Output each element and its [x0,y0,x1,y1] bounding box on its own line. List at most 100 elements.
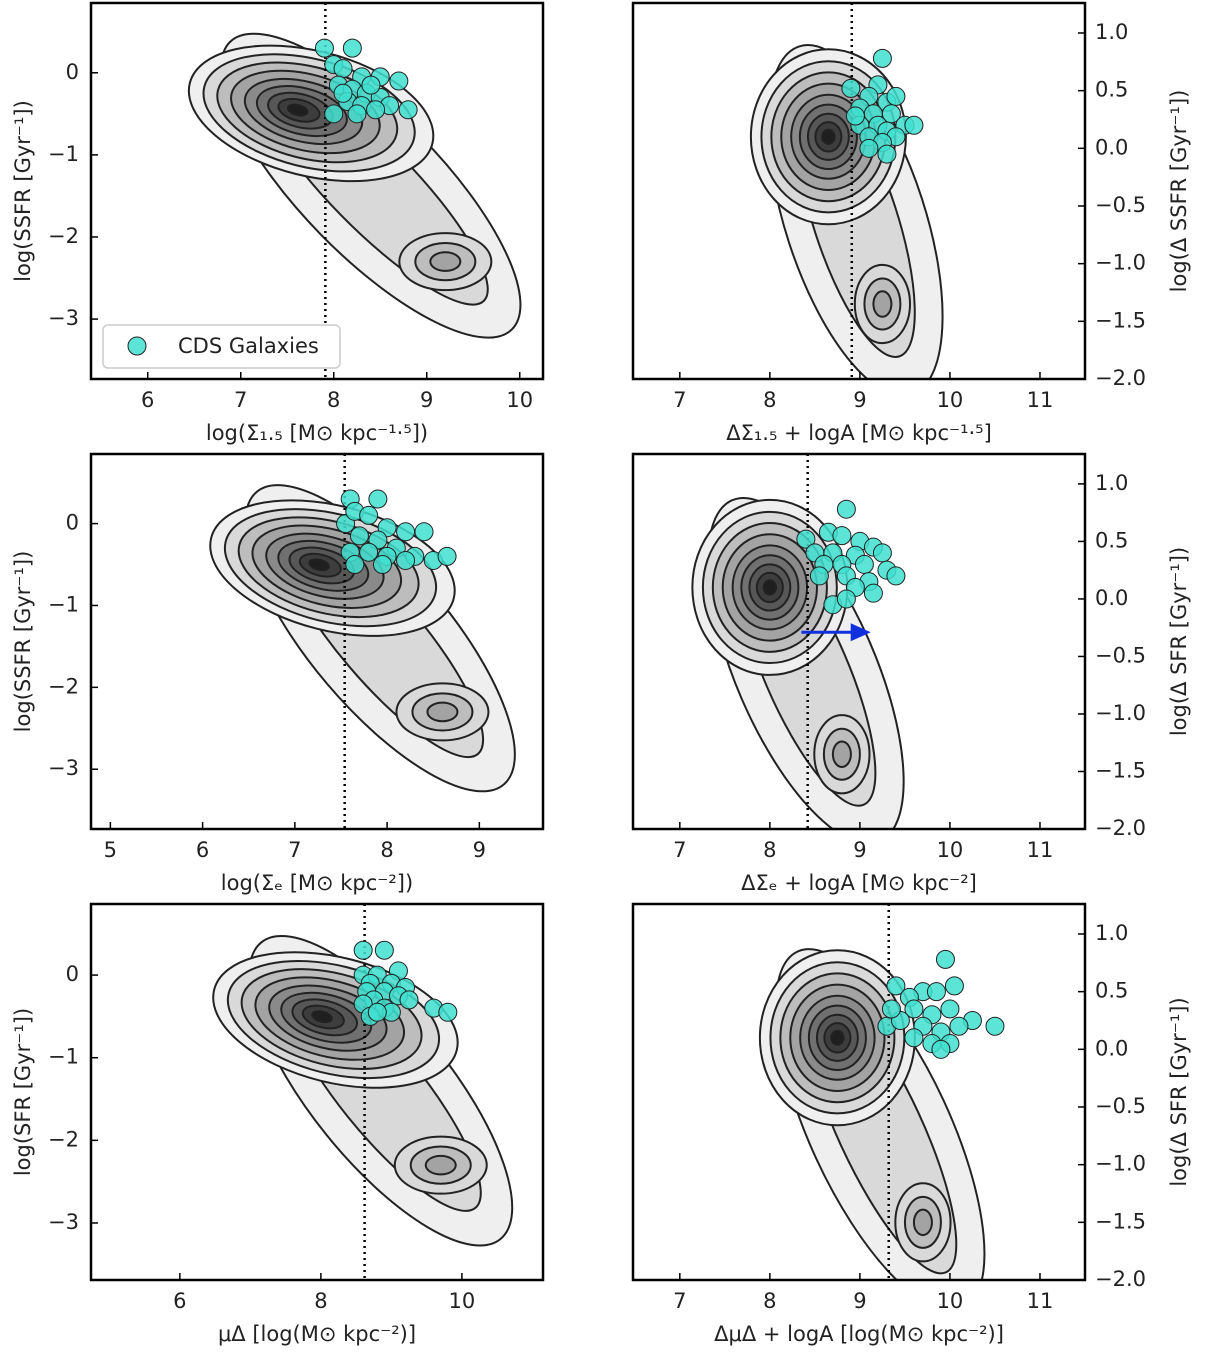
scatter-point [353,940,373,960]
scatter-point [854,554,874,574]
x-tick-label: 8 [314,1289,327,1313]
plot-frame [89,452,545,831]
y-tick-label: 0 [66,962,79,986]
y-tick-label: 0.0 [1095,135,1128,159]
scatter-point [872,543,892,563]
density-contour [424,1154,457,1176]
x-tick-label: 11 [1027,1289,1054,1313]
x-axis-label: log(Σₑ [M⊙ kpc⁻²]) [221,871,413,895]
scatter-point [881,999,901,1019]
scatter-point [399,990,419,1010]
plot-area [758,904,1005,1280]
arrow-head [850,623,871,642]
legend-marker [127,336,147,356]
scatter-point [396,522,416,542]
y-axis-label: log(SSFR [Gyr⁻¹]) [11,551,35,733]
x-axis-label: ΔμΔ + logA [log(M⊙ kpc⁻²)] [714,1322,1004,1346]
scatter-point [372,555,392,575]
x-tick-label: 7 [673,838,686,862]
scatter-point [368,489,388,509]
density-contour [308,558,330,572]
y-tick-label: 0.0 [1095,1036,1128,1060]
scatter-point [361,75,381,95]
y-tick-label: −2.0 [1095,1267,1146,1291]
scatter-point [333,59,353,79]
scatter-point [347,104,367,124]
y-tick-label: 0.5 [1095,528,1128,552]
scatter-point [389,71,409,91]
y-tick-label: −1 [48,142,79,166]
scatter-point [886,566,906,586]
scatter-point [796,529,816,549]
y-tick-label: −1.0 [1095,1152,1146,1176]
plot-frame [631,902,1087,1282]
plot-area [691,454,906,829]
x-tick-label: 9 [420,388,433,412]
density-contour [821,128,836,145]
y-tick-label: −2 [48,674,79,698]
scatter-point [877,144,897,164]
x-tick-label: 7 [234,388,247,412]
x-tick-label: 8 [327,388,340,412]
x-tick-label: 11 [1027,388,1054,412]
x-tick-label: 9 [853,388,866,412]
y-tick-label: −1 [48,592,79,616]
scatter-point [349,526,369,546]
plot-frame [89,1,545,381]
y-tick-label: 0 [66,511,79,535]
y-tick-label: −1.5 [1095,1209,1146,1233]
y-tick-label: 1.0 [1095,921,1128,945]
x-axis-label: μΔ [log(M⊙ kpc⁻²)] [218,1322,416,1346]
scatter-point [845,106,865,126]
legend-label: CDS Galaxies [178,334,319,358]
scatter-point [367,1002,387,1022]
scatter-point [374,940,394,960]
y-tick-label: −2 [48,224,79,248]
scatter-point [944,976,964,996]
x-tick-label: 11 [1027,838,1054,862]
scatter-point [359,542,379,562]
scatter-point [859,138,879,158]
plot-area [187,3,522,379]
legend-box [102,324,341,369]
scatter-point [904,1028,924,1048]
x-tick-label: 7 [673,388,686,412]
y-tick-label: −0.5 [1095,643,1146,667]
scatter-point [396,550,416,570]
scatter-point [438,1002,458,1022]
scatter-point [940,999,960,1019]
scatter-point [398,100,418,120]
density-contour [429,251,462,272]
x-tick-label: 7 [288,838,301,862]
scatter-point [841,78,861,98]
plot-frame [89,902,545,1282]
density-contour [286,103,309,117]
density-contour [831,740,852,768]
y-axis-label: log(Δ SFR [Gyr⁻¹]) [1167,997,1191,1186]
scatter-point [414,522,434,542]
scatter-point [931,1039,951,1059]
x-tick-label: 6 [173,1289,186,1313]
plot-frame [631,1,1087,381]
x-tick-label: 6 [141,388,154,412]
x-tick-label: 10 [449,1289,476,1313]
plot-area [212,904,514,1280]
y-tick-label: 1.0 [1095,471,1128,495]
scatter-point [333,83,353,103]
x-tick-label: 5 [104,838,117,862]
y-axis-label: log(Δ SFR [Gyr⁻¹]) [1167,547,1191,736]
scatter-point [886,86,906,106]
y-axis-label: log(SSFR [Gyr⁻¹]) [11,100,35,282]
plot-frame [631,452,1087,831]
x-tick-label: 8 [763,1289,776,1313]
density-contour [311,1010,333,1024]
scatter-point [904,115,924,135]
y-tick-label: −1.5 [1095,308,1146,332]
plot-area [209,454,516,829]
x-tick-label: 9 [853,1289,866,1313]
x-tick-label: 9 [473,838,486,862]
x-tick-label: 10 [506,388,533,412]
scatter-point [366,100,386,120]
scatter-point [809,566,829,586]
y-tick-label: −2.0 [1095,816,1146,840]
